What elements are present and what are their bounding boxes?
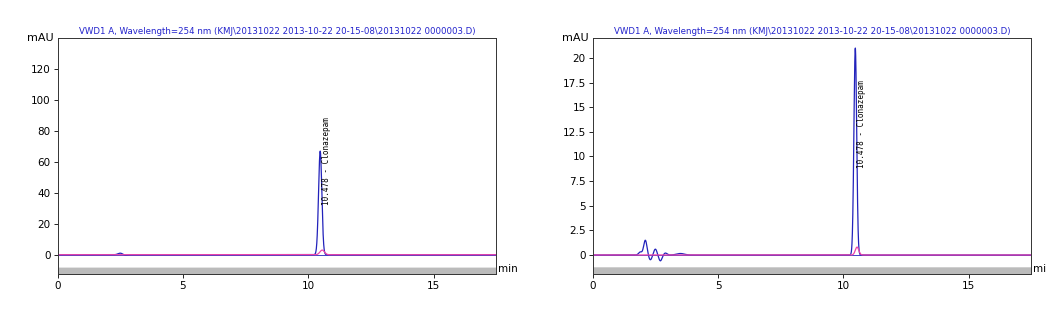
Y-axis label: mAU: mAU xyxy=(27,34,53,43)
Text: min: min xyxy=(1033,264,1047,274)
Text: min: min xyxy=(498,264,518,274)
Text: 10.478 - Clonazepam: 10.478 - Clonazepam xyxy=(857,80,866,168)
Y-axis label: mAU: mAU xyxy=(562,34,588,43)
Text: 10.478 - Clonazepam: 10.478 - Clonazepam xyxy=(322,117,331,205)
Title: VWD1 A, Wavelength=254 nm (KMJ\20131022 2013-10-22 20-15-08\20131022 0000003.D): VWD1 A, Wavelength=254 nm (KMJ\20131022 … xyxy=(614,27,1010,36)
Title: VWD1 A, Wavelength=254 nm (KMJ\20131022 2013-10-22 20-15-08\20131022 0000003.D): VWD1 A, Wavelength=254 nm (KMJ\20131022 … xyxy=(79,27,475,36)
